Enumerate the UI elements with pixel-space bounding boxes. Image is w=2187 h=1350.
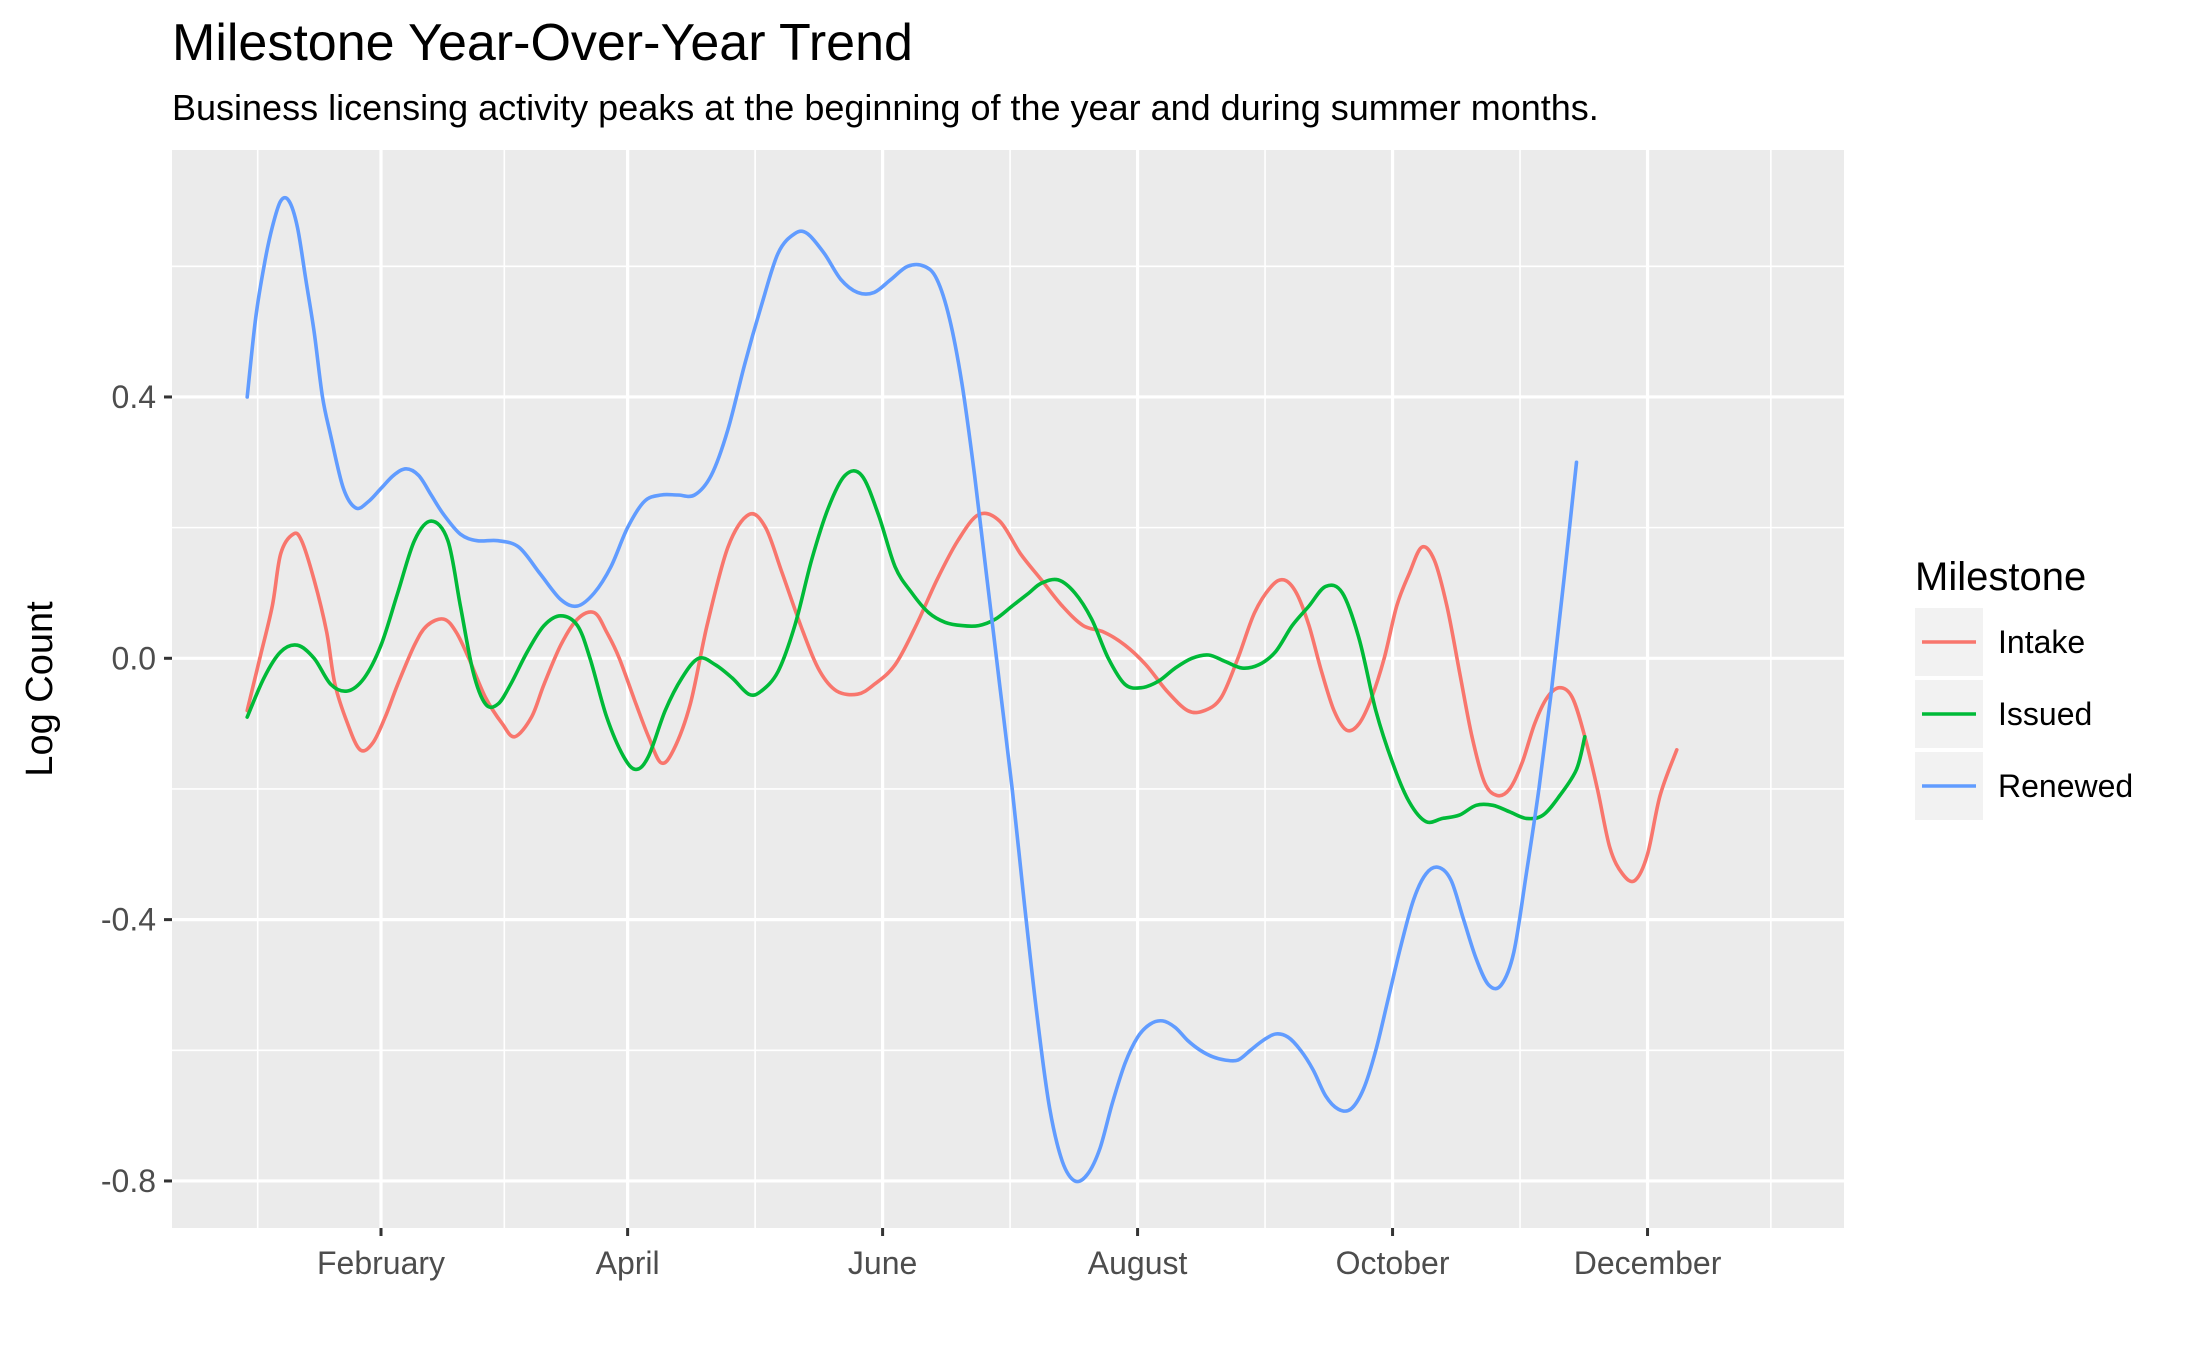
x-tick-label: June: [848, 1245, 917, 1281]
legend-label-issued: Issued: [1998, 696, 2092, 732]
y-tick-label: 0.4: [112, 379, 156, 415]
chart-subtitle: Business licensing activity peaks at the…: [172, 87, 1599, 128]
series-line-renewed: [245, 195, 1579, 1184]
x-tick-label: August: [1088, 1245, 1188, 1281]
x-tick-label: October: [1336, 1245, 1450, 1281]
series-line-issued: [245, 469, 1587, 825]
legend: Milestone Intake Issued Renewed: [1915, 555, 2133, 820]
plot-panel: [172, 150, 1844, 1228]
legend-title: Milestone: [1915, 555, 2086, 599]
series-line-intake: [245, 511, 1679, 884]
y-tick-label: 0.0: [112, 640, 156, 676]
x-tick-label: February: [317, 1245, 445, 1281]
y-axis: 0.4 0.0 -0.4 -0.8: [101, 379, 172, 1199]
x-tick-label: April: [596, 1245, 660, 1281]
y-tick-label: -0.4: [101, 902, 156, 938]
x-axis: February April June August October December: [317, 1228, 1722, 1281]
chart-title: Milestone Year-Over-Year Trend: [172, 14, 913, 72]
legend-label-renewed: Renewed: [1998, 768, 2133, 804]
major-gridlines: [172, 150, 1844, 1228]
y-axis-title: Log Count: [19, 601, 61, 777]
series-lines: [245, 195, 1679, 1184]
y-tick-label: -0.8: [101, 1163, 156, 1199]
legend-label-intake: Intake: [1998, 624, 2085, 660]
x-tick-label: December: [1574, 1245, 1722, 1281]
